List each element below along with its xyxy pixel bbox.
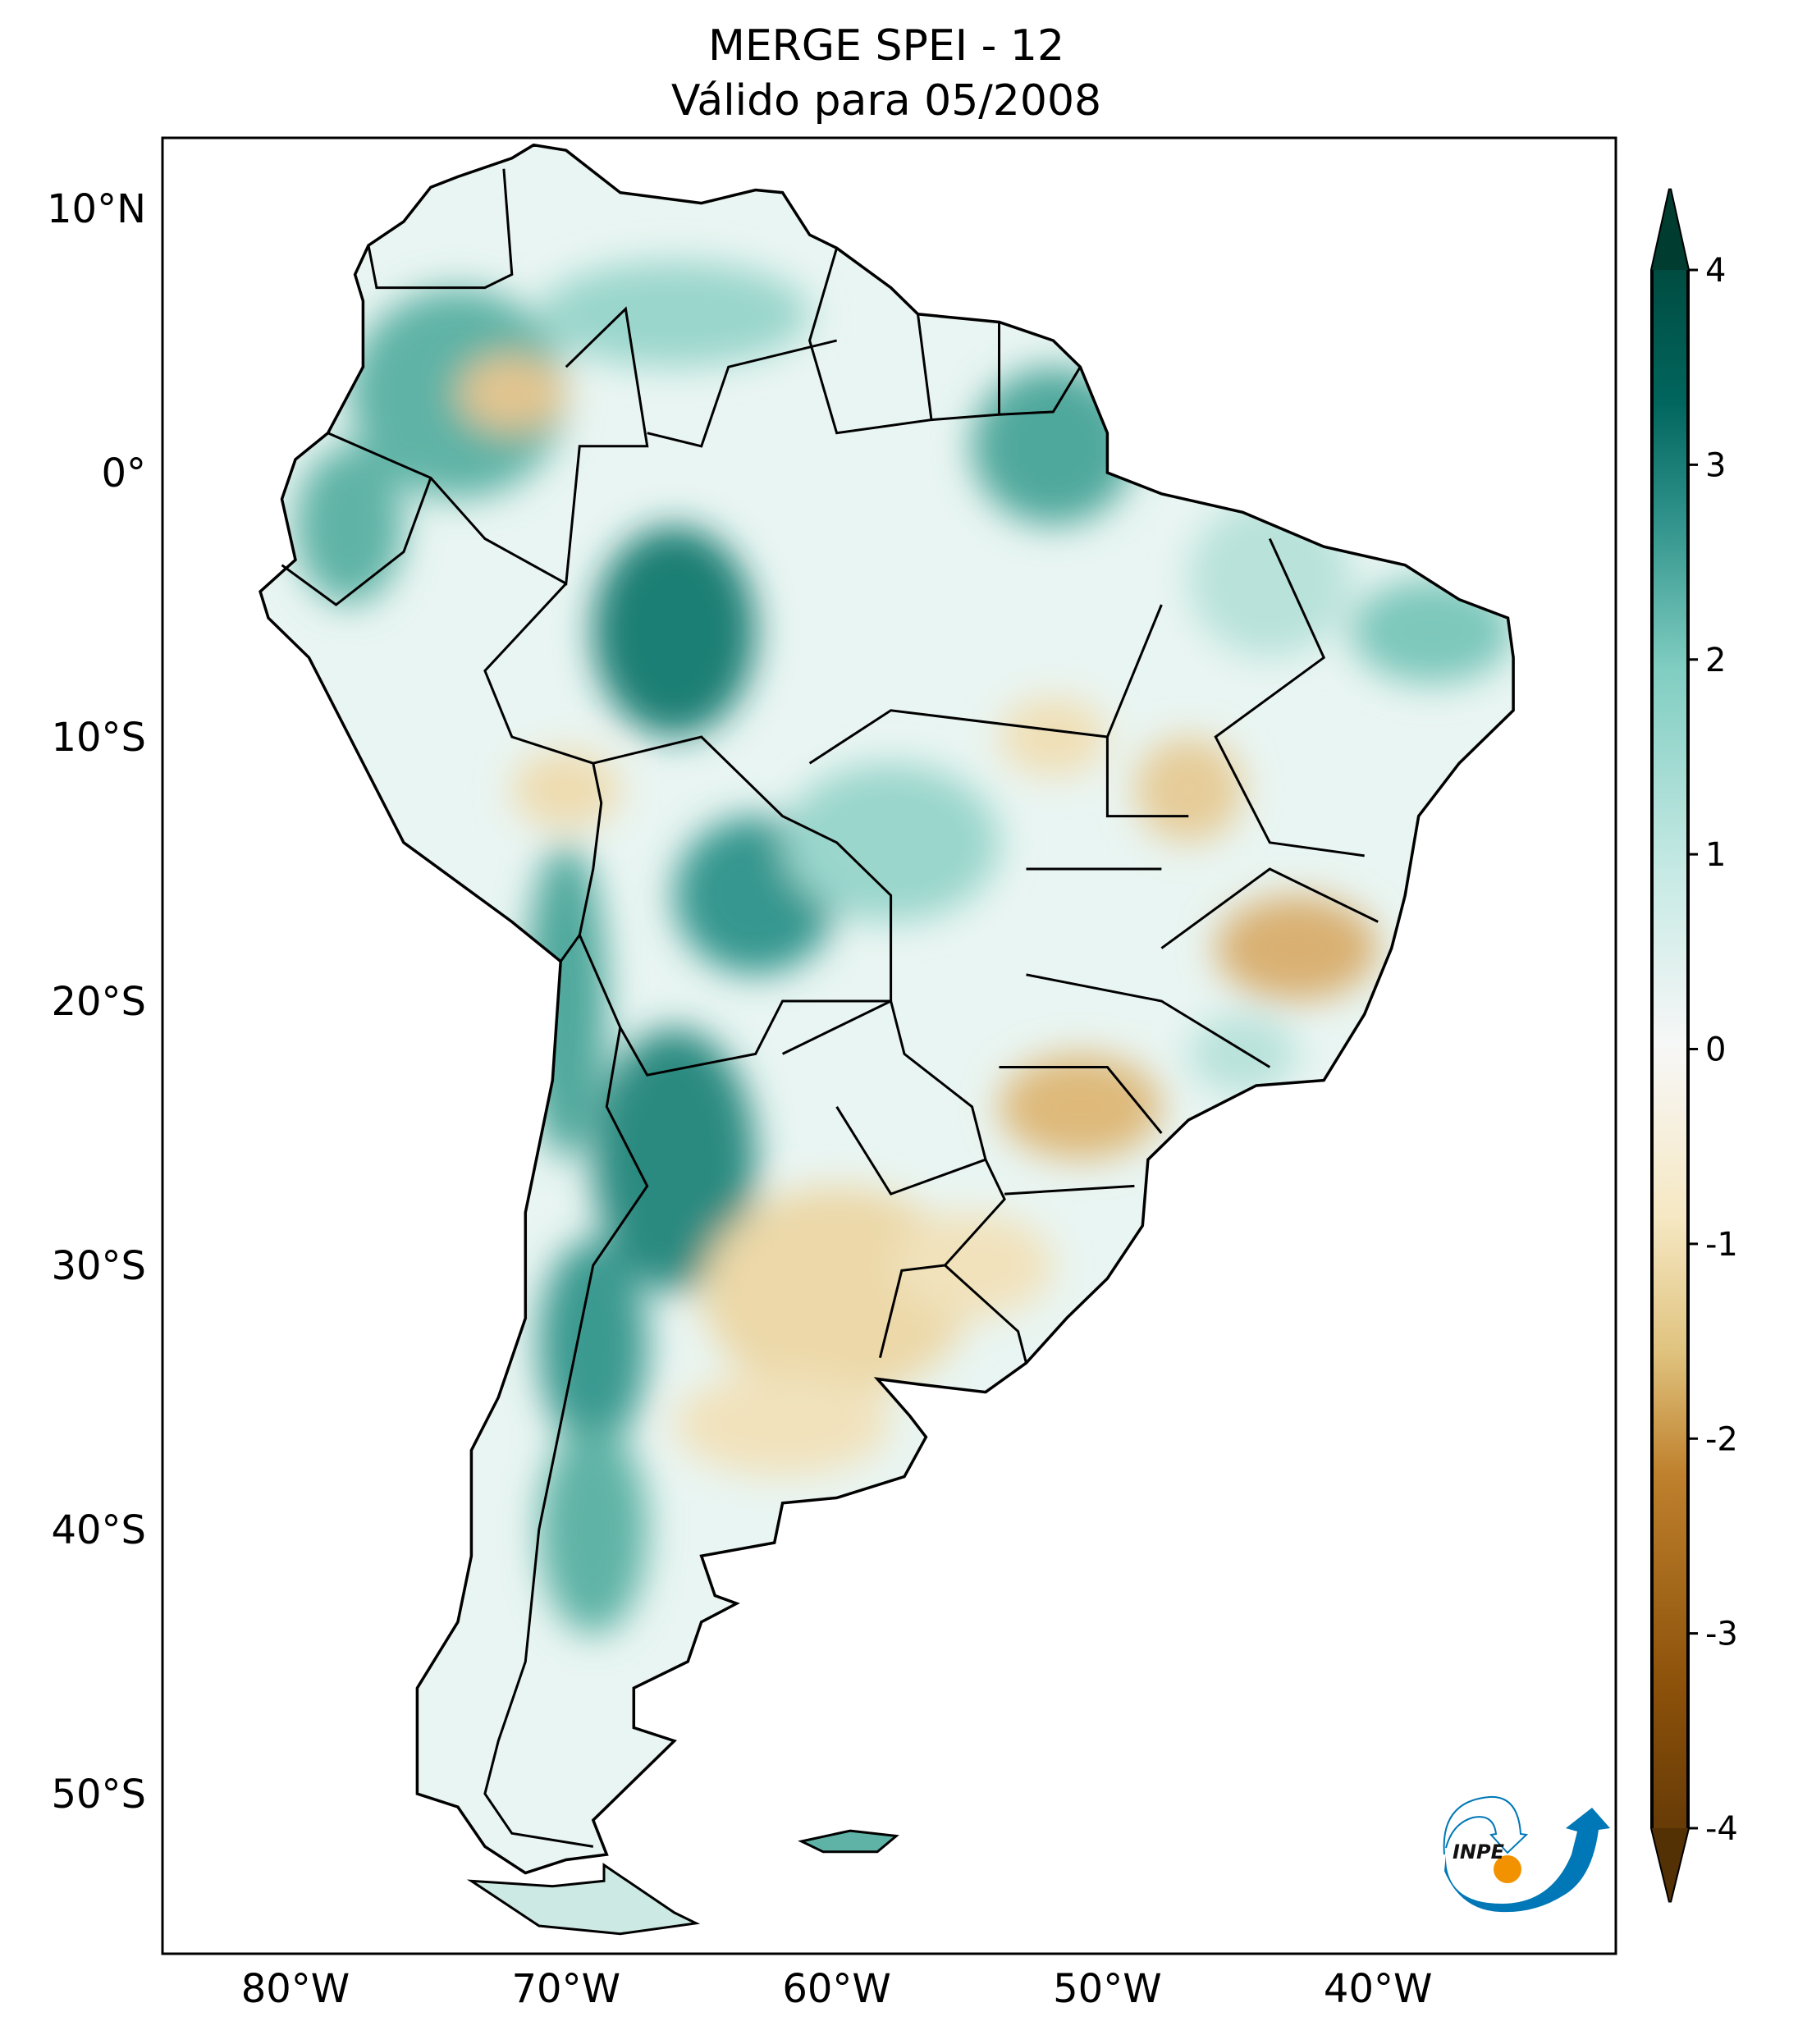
spei-anomaly-patch: [674, 1371, 891, 1477]
spei-anomaly-patch: [457, 354, 566, 433]
spei-anomaly-patch: [538, 261, 810, 367]
inpe-logo: INPE: [1443, 1795, 1610, 1913]
spei-anomaly-patch: [999, 1054, 1162, 1159]
title-line1: MERGE SPEI - 12: [708, 21, 1064, 71]
colorbar: -4 -3 -2 -1 0 1 2 3 4: [1650, 188, 1738, 1903]
map-frame: [161, 136, 1617, 1955]
colorbar-tick-label: 0: [1705, 1031, 1726, 1069]
country-border: [327, 306, 649, 586]
x-axis-ticks: 80°W 70°W 60°W 50°W 40°W: [241, 1966, 1433, 2012]
country-border: [999, 366, 1082, 416]
x-tick-label: 70°W: [512, 1966, 621, 2012]
y-tick-label: 10°S: [51, 715, 146, 761]
spei-anomaly-patch: [890, 1213, 1054, 1318]
spei-anomaly-patch: [1351, 578, 1514, 684]
y-axis-ticks: 10°N 0° 10°S 20°S 30°S 40°S 50°S: [47, 186, 146, 1818]
colorbar-tick-label: 1: [1705, 836, 1726, 874]
y-tick-label: 20°S: [51, 979, 146, 1025]
y-tick-label: 0°: [101, 450, 146, 496]
map-area: [161, 136, 1617, 1955]
country-border: [483, 1027, 649, 1848]
colorbar-tick-label: -2: [1705, 1420, 1738, 1458]
country-border: [808, 247, 933, 435]
colorbar-tick-label: 4: [1705, 252, 1726, 290]
logo-outline-arrow: [1443, 1795, 1529, 1855]
country-border: [367, 168, 514, 290]
title-line2: Válido para 05/2008: [671, 76, 1101, 126]
country-border: [1026, 973, 1271, 1068]
country-border: [1004, 1184, 1135, 1196]
colorbar-tick-label: -4: [1705, 1810, 1738, 1848]
spei-anomaly-patch: [592, 526, 756, 737]
country-border: [999, 1066, 1163, 1134]
country-border: [1105, 604, 1189, 818]
spei-anomaly-patch: [782, 763, 1000, 921]
spei-anomaly-patch: [538, 1424, 647, 1635]
x-tick-label: 50°W: [1053, 1966, 1162, 2012]
logo-text: INPE: [1453, 1841, 1505, 1863]
colorbar-tick-label: 2: [1705, 642, 1726, 679]
spei-anomaly-patch: [295, 446, 404, 605]
country-border: [781, 999, 987, 1196]
spei-anomaly-patch: [511, 750, 620, 830]
tierra-del-fuego: [466, 1863, 701, 1936]
country-border: [578, 934, 891, 1077]
country-border: [592, 735, 893, 1001]
colorbar-tick-label: 3: [1705, 446, 1726, 484]
country-border: [944, 1264, 1027, 1364]
colorbar-tick-label: -3: [1705, 1616, 1738, 1653]
country-border: [483, 583, 603, 963]
colorbar-body: [1650, 188, 1690, 1903]
x-tick-label: 40°W: [1324, 1966, 1433, 2012]
spei-anomaly-patch: [972, 367, 1135, 525]
country-border: [808, 709, 1108, 765]
x-tick-label: 80°W: [241, 1966, 350, 2012]
country-border: [1160, 867, 1379, 949]
spei-anomaly-patch: [525, 844, 607, 1159]
y-tick-label: 50°S: [51, 1772, 146, 1818]
country-border: [281, 477, 432, 606]
coastline: [258, 143, 1515, 1875]
y-tick-label: 30°S: [51, 1243, 146, 1289]
x-tick-label: 60°W: [782, 1966, 891, 2012]
logo-orange-dot: [1494, 1855, 1521, 1883]
spei-anomaly-patch: [1215, 895, 1379, 1001]
spei-anomaly-patch: [999, 697, 1108, 776]
spei-anomaly-patch: [1134, 737, 1243, 843]
y-tick-label: 10°N: [47, 186, 146, 232]
country-border: [647, 339, 837, 448]
logo-blue-arrow: [1444, 1808, 1610, 1913]
falkland-islands: [798, 1829, 899, 1854]
spei-anomaly-patch: [592, 1028, 756, 1292]
y-tick-label: 40°S: [51, 1507, 146, 1553]
country-borders: [281, 168, 1379, 1848]
country-border: [1214, 537, 1365, 857]
colorbar-tick-label: -1: [1705, 1226, 1738, 1264]
